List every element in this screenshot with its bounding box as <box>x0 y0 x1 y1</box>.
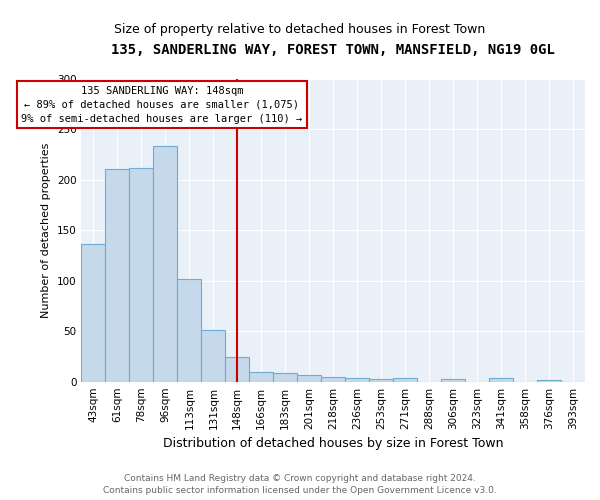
Title: 135, SANDERLING WAY, FOREST TOWN, MANSFIELD, NG19 0GL: 135, SANDERLING WAY, FOREST TOWN, MANSFI… <box>111 42 555 56</box>
Bar <box>154 146 178 382</box>
Bar <box>441 378 465 382</box>
Bar <box>345 378 369 382</box>
Bar <box>249 372 273 382</box>
Bar <box>273 372 297 382</box>
Bar <box>537 380 561 382</box>
Text: Contains HM Land Registry data © Crown copyright and database right 2024.
Contai: Contains HM Land Registry data © Crown c… <box>103 474 497 495</box>
Bar <box>202 330 226 382</box>
Text: 135 SANDERLING WAY: 148sqm
← 89% of detached houses are smaller (1,075)
9% of se: 135 SANDERLING WAY: 148sqm ← 89% of deta… <box>21 86 302 124</box>
Y-axis label: Number of detached properties: Number of detached properties <box>41 142 51 318</box>
Bar <box>489 378 513 382</box>
X-axis label: Distribution of detached houses by size in Forest Town: Distribution of detached houses by size … <box>163 437 503 450</box>
Bar <box>393 378 417 382</box>
Bar <box>321 376 345 382</box>
Bar <box>106 170 130 382</box>
Bar <box>130 168 154 382</box>
Bar <box>297 374 321 382</box>
Bar <box>178 278 202 382</box>
Bar <box>82 244 106 382</box>
Bar <box>369 378 393 382</box>
Text: Size of property relative to detached houses in Forest Town: Size of property relative to detached ho… <box>115 22 485 36</box>
Bar <box>226 358 249 382</box>
